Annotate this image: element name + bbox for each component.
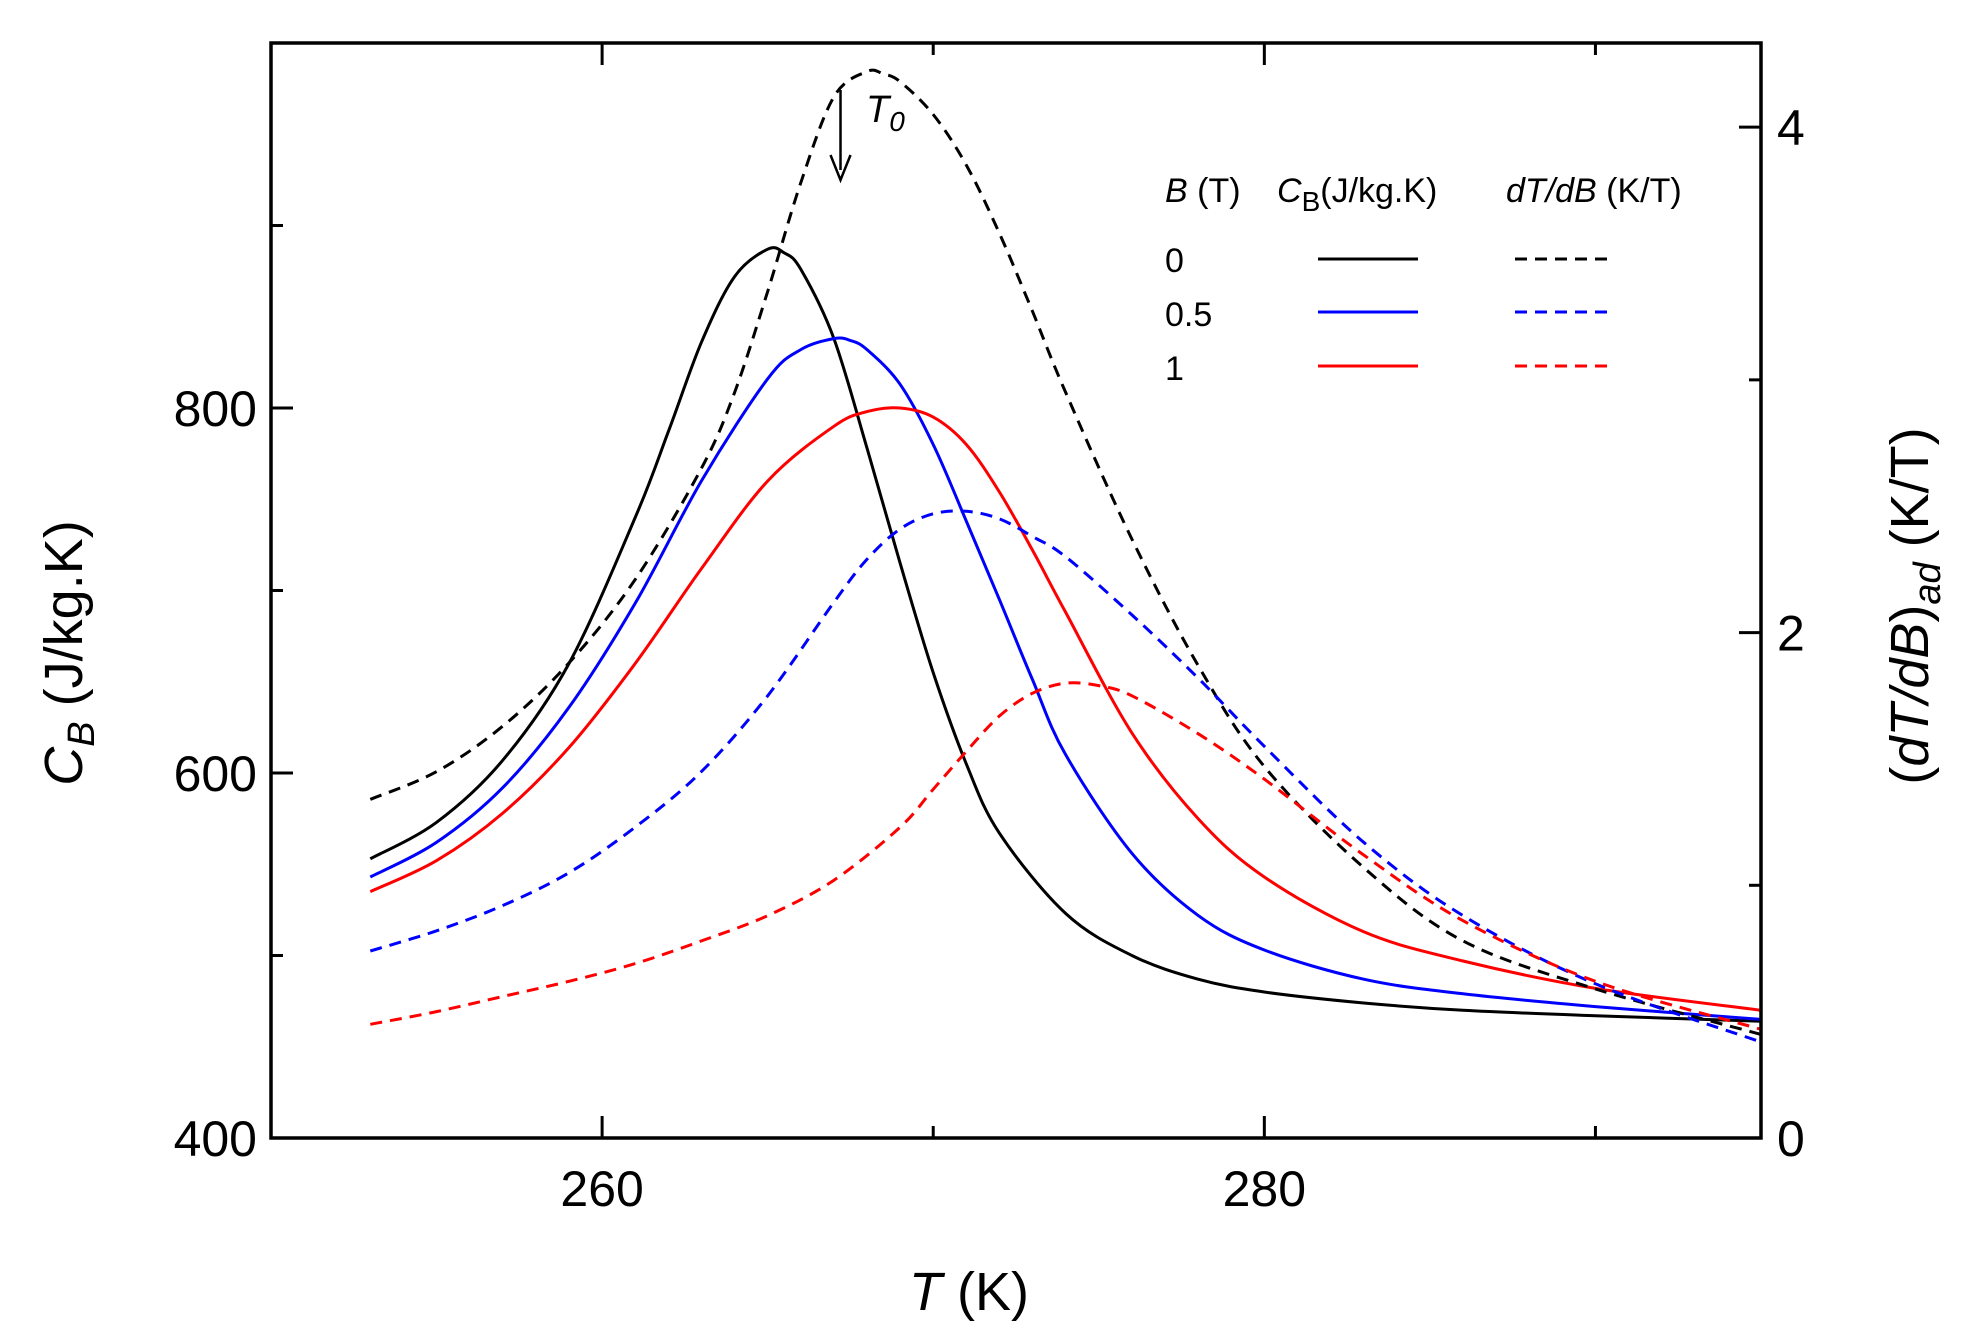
legend-label-0: 0 bbox=[1165, 242, 1184, 280]
y-axis-left-title: CB (J/kg.K) bbox=[34, 520, 103, 785]
y-left-tick-label: 600 bbox=[174, 746, 257, 802]
tick-labels-layer: 260 280 400 600 800 0 2 4 bbox=[174, 100, 1805, 1217]
legend-header-b: B (T) bbox=[1165, 172, 1241, 210]
t0-annotation: T0 bbox=[829, 89, 905, 184]
y-right-tick-label: 2 bbox=[1777, 606, 1805, 662]
y-left-tick-label: 400 bbox=[174, 1111, 257, 1167]
dtdb-series-0T bbox=[369, 68, 1761, 1036]
ticks-layer bbox=[269, 43, 1761, 1140]
x-axis-title: T (K) bbox=[909, 1262, 1029, 1322]
cb-series-0T bbox=[369, 246, 1761, 1023]
legend-header-cb: CB(J/kg.K) bbox=[1277, 172, 1437, 217]
dtdb-series-1T bbox=[370, 681, 1761, 1031]
legend-header-dtdb: dT/dB (K/T) bbox=[1506, 172, 1682, 210]
y-right-tick-label: 4 bbox=[1777, 100, 1805, 156]
legend-label-1: 1 bbox=[1165, 350, 1184, 388]
cb-series-0-5T bbox=[369, 336, 1761, 1021]
series-layer bbox=[369, 68, 1761, 1044]
t0-label: T0 bbox=[866, 89, 905, 137]
x-tick-label: 280 bbox=[1223, 1161, 1306, 1217]
y-left-tick-label: 800 bbox=[174, 381, 257, 437]
legend-label-0-5: 0.5 bbox=[1165, 296, 1212, 334]
x-tick-label: 260 bbox=[560, 1161, 643, 1217]
y-axis-right-title: (dT/dB)ad (K/T) bbox=[1880, 427, 1949, 784]
cb-series-1T bbox=[369, 406, 1761, 1012]
legend: B (T) CB(J/kg.K) dT/dB (K/T) 0 0.5 1 bbox=[1165, 172, 1682, 388]
dtdb-series-0-5T bbox=[369, 509, 1761, 1044]
t0-arrow-head bbox=[829, 154, 852, 184]
y-right-tick-label: 0 bbox=[1777, 1111, 1805, 1167]
